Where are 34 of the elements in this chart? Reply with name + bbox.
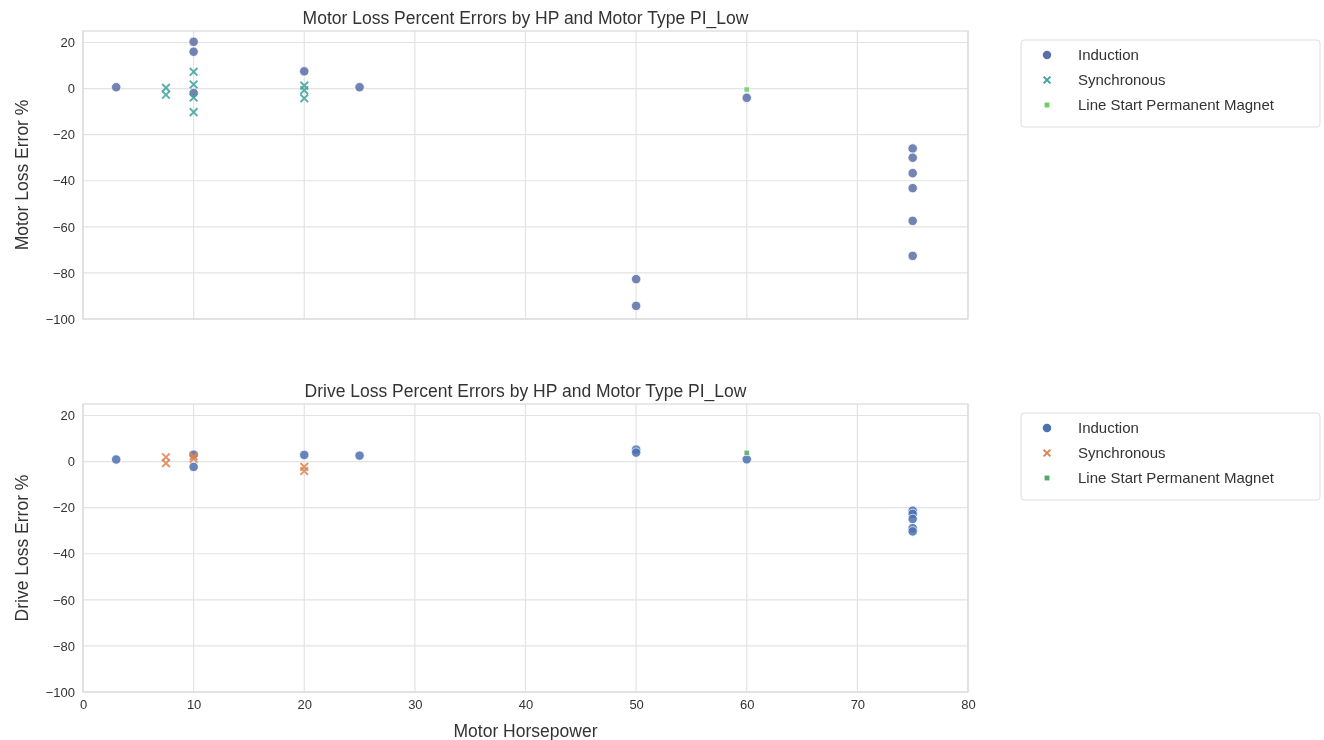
x-tick-label: 70 — [850, 697, 866, 713]
x-tick-label: 80 — [961, 697, 976, 713]
y-axis-title: Drive Loss Error % — [12, 474, 32, 622]
y-tick-label: −100 — [45, 684, 75, 700]
x-axis-title: Motor Horsepower — [453, 721, 598, 740]
x-tick-label: 0 — [79, 697, 88, 713]
x-tick-label: 50 — [629, 697, 644, 713]
legend-label: Line Start Permanent Magnet — [1078, 469, 1275, 486]
y-tick-label: −20 — [52, 500, 75, 516]
y-tick-label: −40 — [52, 546, 75, 562]
legend-label: Synchronous — [1078, 444, 1166, 461]
legend-label: Line Start Permanent Magnet — [1078, 96, 1275, 113]
chart-title: Drive Loss Percent Errors by HP and Motor Type PI_Low — [304, 381, 747, 402]
y-tick-label: 0 — [67, 454, 75, 470]
y-tick-label: 20 — [60, 35, 75, 51]
y-tick-label: −60 — [52, 592, 75, 608]
legend-label: Induction — [1078, 46, 1139, 63]
x-tick-label: 30 — [408, 697, 423, 713]
y-tick-label: 0 — [67, 81, 75, 97]
y-tick-label: −20 — [52, 127, 75, 143]
x-tick-label: 20 — [297, 697, 312, 713]
y-tick-label: −80 — [52, 265, 75, 281]
y-tick-label: 20 — [60, 408, 75, 424]
x-tick-label: 10 — [186, 697, 202, 713]
legend-label: Synchronous — [1078, 71, 1166, 88]
y-axis-title: Motor Loss Error % — [12, 99, 32, 251]
x-tick-label: 60 — [740, 697, 755, 713]
y-tick-label: −100 — [45, 311, 75, 327]
y-tick-label: −40 — [52, 173, 75, 189]
y-tick-label: −80 — [52, 638, 75, 654]
x-tick-label: 40 — [518, 697, 534, 713]
y-tick-label: −60 — [52, 219, 75, 235]
chart-title: Motor Loss Percent Errors by HP and Motor Type PI_Low — [302, 8, 749, 29]
legend-label: Induction — [1078, 419, 1139, 436]
